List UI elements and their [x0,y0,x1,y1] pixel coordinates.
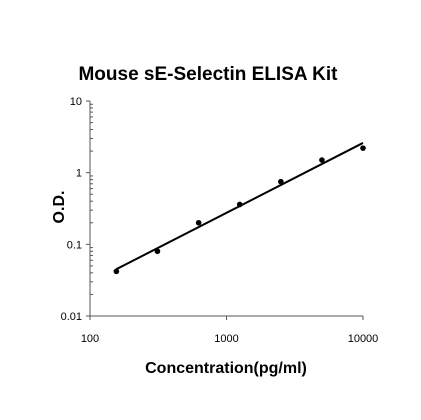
y-tick-label: 0.01 [61,311,82,323]
y-tick-label: 0.1 [67,239,82,251]
data-point [195,219,202,226]
data-points [113,145,366,275]
data-point [360,145,366,151]
x-axis-ticks: 100 1000 10000 [81,316,378,345]
data-point [319,157,325,163]
y-axis-title: O.D. [51,191,68,224]
x-tick-label: 1000 [214,333,238,345]
data-point [236,201,243,208]
data-point [278,178,284,185]
axes [89,101,363,317]
data-point [113,268,120,275]
y-axis-ticks: 0.01 0.1 1 10 [61,96,93,323]
y-tick-label: 10 [70,96,82,108]
x-tick-label: 10000 [348,333,379,345]
chart-title: Mouse sE-Selectin ELISA Kit [78,64,338,85]
y-tick-label: 1 [76,168,82,180]
data-point [154,248,161,255]
x-axis-title: Concentration(pg/ml) [145,360,307,377]
x-tick-label: 100 [81,333,99,345]
